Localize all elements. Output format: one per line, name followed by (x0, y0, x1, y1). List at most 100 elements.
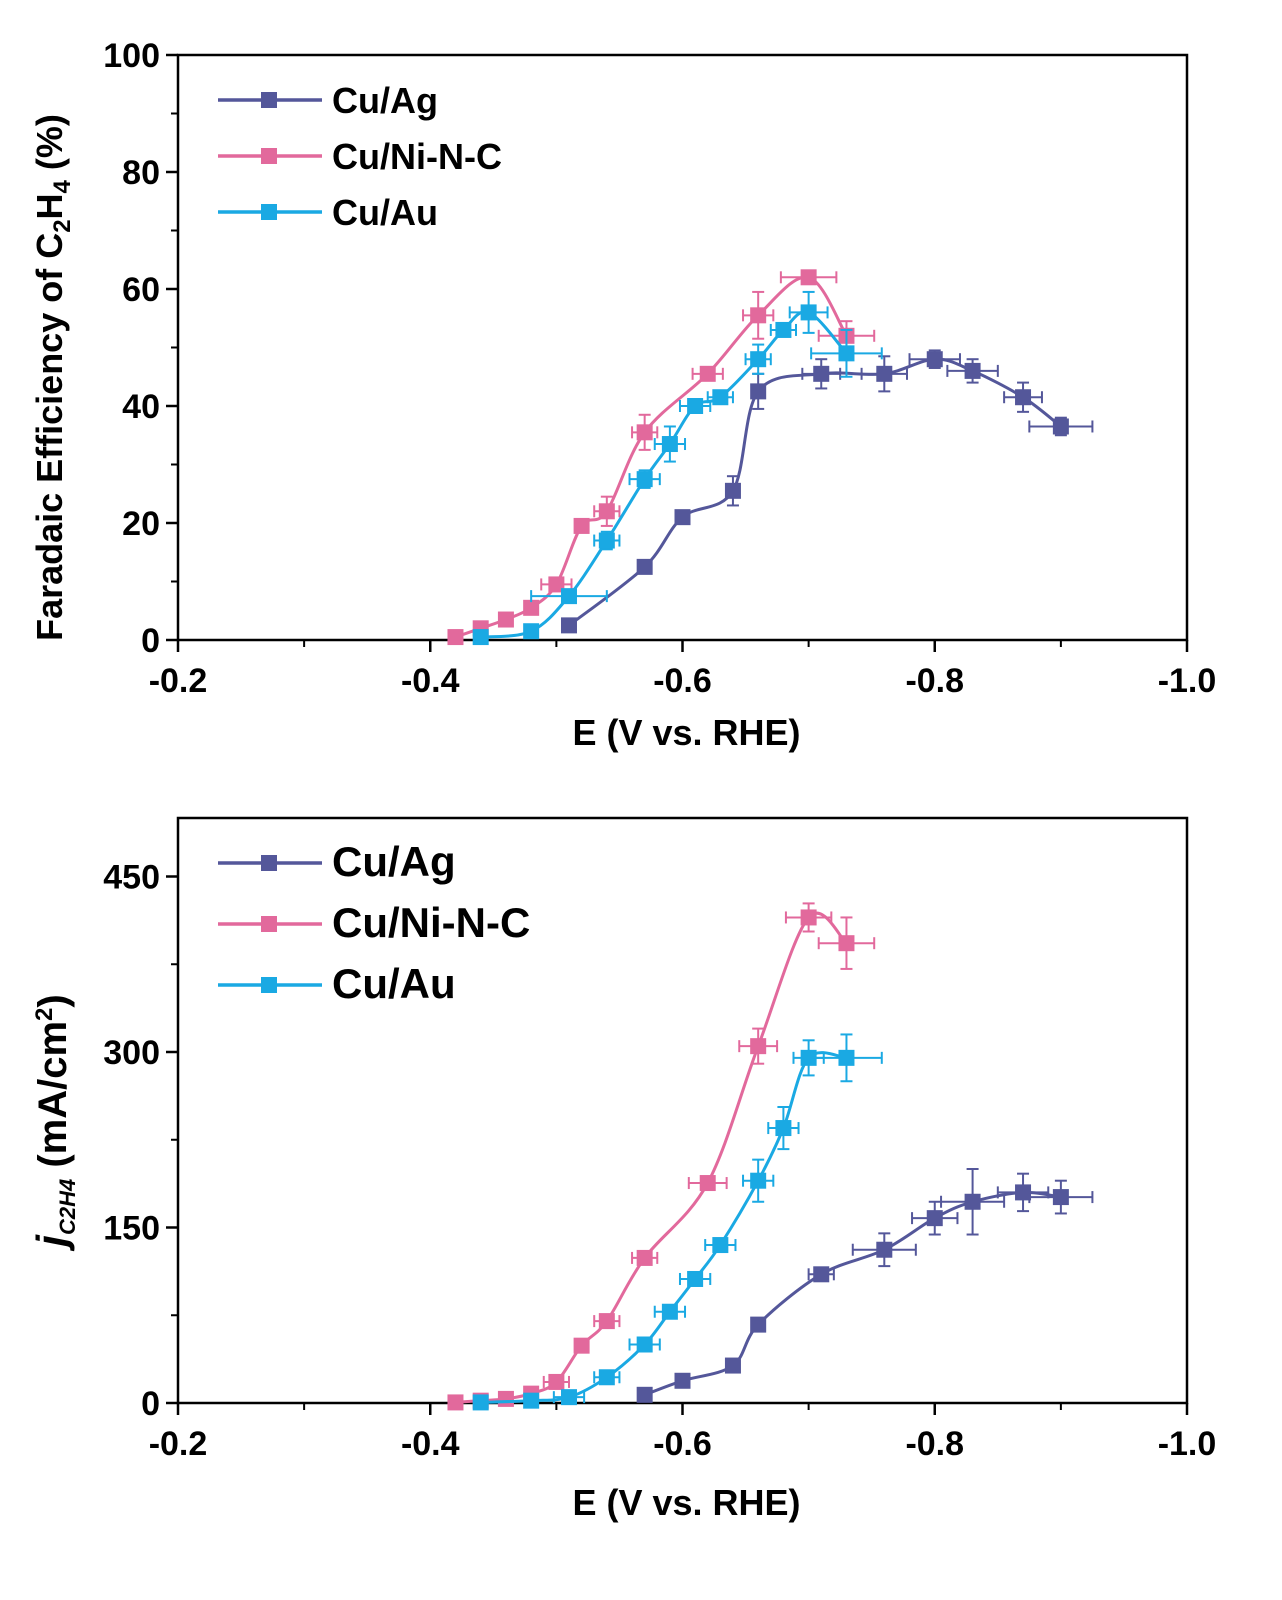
data-point (560, 588, 577, 605)
data-point (838, 935, 855, 952)
x-axis-label: E (V vs. RHE) (572, 712, 800, 753)
data-point (838, 345, 855, 362)
y-tick-label: 0 (141, 1385, 160, 1423)
data-point (699, 1175, 716, 1192)
data-point (661, 1303, 678, 1320)
data-point (573, 517, 590, 534)
series-line (644, 1190, 1062, 1397)
data-point (472, 1394, 489, 1411)
data-point (636, 1336, 653, 1353)
data-point (926, 351, 943, 368)
data-point (750, 307, 767, 324)
legend-label: Cu/Ag (332, 80, 438, 121)
data-point (813, 365, 830, 382)
data-point (838, 1049, 855, 1066)
x-tick-label: -0.8 (905, 662, 964, 700)
data-point (598, 532, 615, 549)
data-point (523, 599, 540, 616)
x-tick-label: -0.6 (653, 662, 712, 700)
data-point (876, 1241, 893, 1258)
data-point (800, 909, 817, 926)
series-cu-au (472, 1033, 883, 1411)
data-point (636, 558, 653, 575)
x-tick-label: -0.8 (905, 1425, 964, 1463)
data-point (926, 1210, 943, 1227)
data-point (687, 1270, 704, 1287)
plot-frame (176, 53, 1189, 642)
chart-panel-1: -0.2 -0.4 -0.6 -0.8 -1.0 0 20 40 60 80 100 E (V vs.… (29, 37, 1216, 753)
data-point (813, 1266, 830, 1283)
data-point (447, 1394, 464, 1411)
legend-marker (261, 916, 277, 932)
data-point (598, 1313, 615, 1330)
data-point (800, 304, 817, 321)
data-point (497, 1390, 514, 1407)
y-axis-label: jC2H4 (mA/cm2) (28, 994, 80, 1251)
legend-marker (261, 855, 277, 871)
series-line (480, 1051, 847, 1404)
data-point (876, 365, 893, 382)
data-point (750, 1038, 767, 1055)
legend-label: Cu/Au (332, 960, 456, 1007)
data-point (800, 1049, 817, 1066)
x-tick-label: -0.6 (653, 1425, 712, 1463)
x-tick-label: -0.4 (401, 1425, 460, 1463)
data-point (598, 1369, 615, 1386)
plot-frame (176, 816, 1189, 1405)
legend-label: Cu/Ag (332, 838, 456, 885)
legend-entry: Cu/Au (218, 960, 456, 1007)
series-cu-au (472, 290, 883, 646)
legend-marker (261, 92, 277, 108)
data-point (548, 1373, 565, 1390)
data-point (800, 269, 817, 286)
y-tick-label: 100 (103, 37, 160, 75)
data-point (560, 617, 577, 634)
legend-label: Cu/Ni-N-C (332, 136, 502, 177)
y-tick-label: 80 (122, 154, 160, 192)
series-line (455, 911, 848, 1404)
series-cu-ni-n-c (447, 902, 876, 1411)
legend-entry: Cu/Au (218, 192, 438, 233)
data-point (560, 1389, 577, 1406)
legend-marker (261, 148, 277, 164)
data-point (573, 1337, 590, 1354)
data-point (750, 383, 767, 400)
data-point (1015, 389, 1032, 406)
data-point (598, 503, 615, 520)
data-point (775, 321, 792, 338)
data-point (699, 365, 716, 382)
x-axis-label: E (V vs. RHE) (572, 1482, 800, 1523)
data-point (687, 398, 704, 414)
x-tick-label: -0.2 (149, 1425, 208, 1463)
series-line (480, 310, 848, 639)
x-tick-label: -0.4 (401, 662, 460, 700)
x-tick-label: -0.2 (149, 662, 208, 700)
data-point (636, 424, 653, 441)
data-point (1052, 1189, 1069, 1206)
y-tick-label: 20 (122, 505, 160, 543)
data-point (1052, 418, 1069, 435)
data-point (964, 1193, 981, 1210)
data-point (636, 1249, 653, 1266)
y-tick-label: 60 (122, 271, 160, 309)
y-tick-label: 300 (103, 1034, 160, 1072)
data-point (674, 1372, 691, 1389)
data-point (636, 471, 653, 488)
data-point (724, 482, 741, 499)
legend-marker (261, 977, 277, 993)
data-point (712, 389, 729, 406)
legend-label: Cu/Au (332, 192, 438, 233)
legend-label: Cu/Ni-N-C (332, 899, 530, 946)
x-tick-label: -1.0 (1158, 1425, 1217, 1463)
series-cu-ni-n-c (447, 269, 876, 646)
legend-entry: Cu/Ni-N-C (218, 899, 530, 946)
data-point (750, 1172, 767, 1189)
y-tick-label: 450 (103, 859, 160, 897)
data-point (712, 1237, 729, 1254)
data-point (750, 1316, 767, 1333)
data-point (724, 1357, 741, 1374)
y-tick-label: 40 (122, 388, 160, 426)
data-point (964, 362, 981, 379)
data-point (472, 629, 489, 646)
